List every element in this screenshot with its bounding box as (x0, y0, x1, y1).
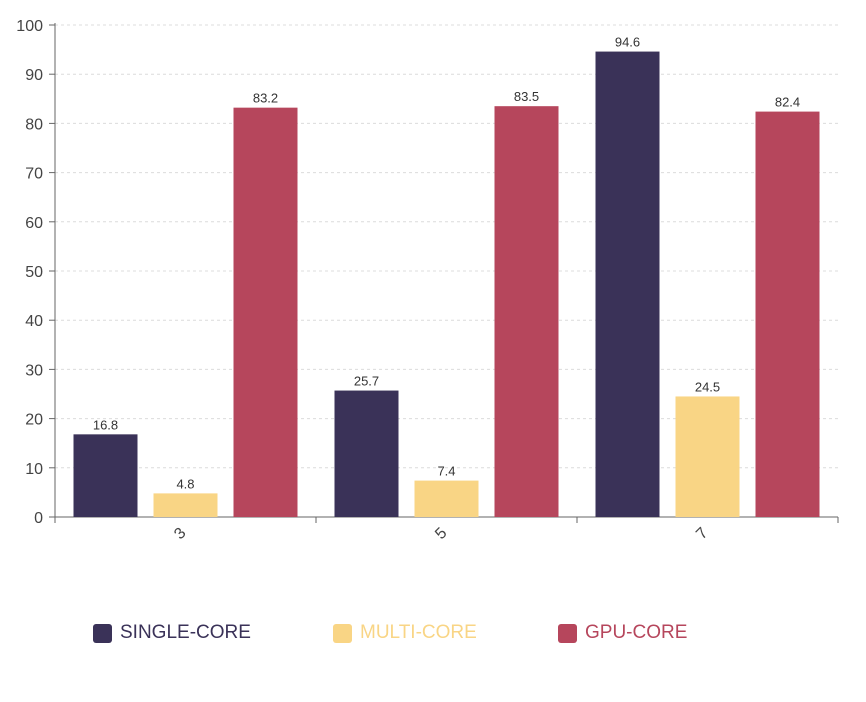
bars (73, 51, 820, 518)
y-tick-label-10: 10 (25, 461, 43, 478)
y-tick-label-70: 70 (25, 166, 43, 183)
gridlines (55, 24, 838, 469)
data-label-multi-core-3: 4.8 (176, 476, 194, 491)
data-labels: 16.8 4.8 83.2 25.7 7.4 83.5 94.6 24.5 82.4 (93, 35, 800, 492)
y-tick-label-30: 30 (25, 362, 43, 379)
legend-label-gpu-core: GPU-CORE (585, 622, 688, 643)
y-tick-label-60: 60 (25, 215, 43, 232)
legend-label-multi-core: MULTI-CORE (360, 622, 477, 643)
bar-multi-core-3 (153, 493, 218, 517)
bar-chart: 0 10 20 30 40 50 60 70 80 90 100 3 5 7 16.8 4.8 83.2 25.… (16, 18, 839, 543)
legend-swatch-multi-core (333, 623, 352, 643)
legend-swatch-gpu-core (558, 623, 577, 643)
data-label-single-core-5: 25.7 (354, 374, 379, 389)
y-tick-label-20: 20 (25, 412, 43, 429)
legend-item-single-core[interactable]: SINGLE-CORE (93, 622, 251, 644)
y-tick-label-0: 0 (34, 510, 43, 527)
data-label-gpu-core-3: 83.2 (253, 91, 278, 106)
bar-multi-core-5 (414, 480, 479, 517)
y-tick-label-40: 40 (25, 313, 43, 330)
data-label-gpu-core-5: 83.5 (514, 89, 539, 104)
bar-single-core-5 (334, 390, 399, 517)
y-tick-label-80: 80 (25, 116, 43, 133)
data-label-gpu-core-7: 82.4 (775, 95, 800, 110)
data-label-single-core-7: 94.6 (615, 35, 640, 50)
x-tick-label-5: 5 (432, 525, 450, 543)
legend-swatch-single-core (93, 623, 112, 643)
bar-gpu-core-7 (755, 111, 820, 517)
y-tick-label-50: 50 (25, 264, 43, 281)
bar-single-core-7 (595, 51, 660, 518)
bar-gpu-core-5 (494, 106, 559, 518)
bar-single-core-3 (73, 434, 138, 517)
y-tick-label-90: 90 (25, 67, 43, 84)
x-tick-label-7: 7 (693, 525, 711, 543)
bar-multi-core-7 (675, 396, 740, 517)
bar-gpu-core-3 (233, 107, 298, 517)
legend-item-gpu-core[interactable]: GPU-CORE (558, 622, 687, 644)
legend: SINGLE-CORE MULTI-CORE GPU-CORE (0, 622, 866, 652)
x-tick-label-3: 3 (171, 525, 189, 543)
y-tick-label-100: 100 (16, 18, 43, 35)
legend-label-single-core: SINGLE-CORE (120, 622, 251, 643)
legend-item-multi-core[interactable]: MULTI-CORE (333, 622, 477, 644)
data-label-single-core-3: 16.8 (93, 417, 118, 432)
data-label-multi-core-7: 24.5 (695, 379, 720, 394)
data-label-multi-core-5: 7.4 (437, 464, 455, 479)
